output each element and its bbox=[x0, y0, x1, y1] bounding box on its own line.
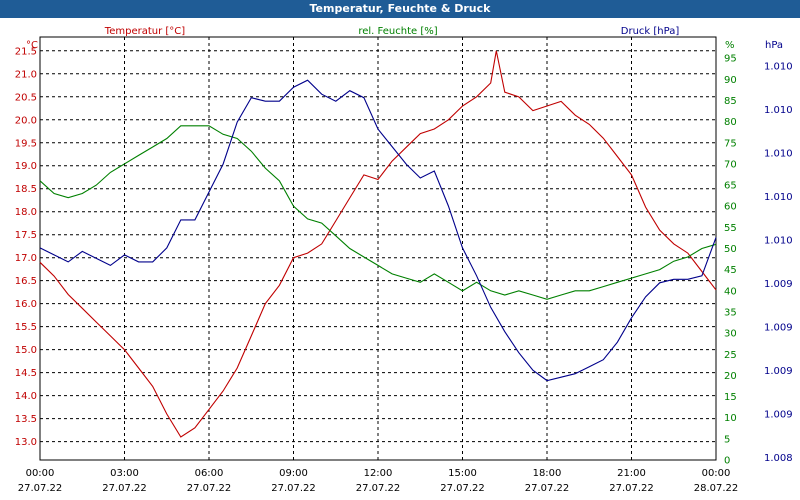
humidity-tick-label: 60 bbox=[724, 202, 737, 213]
pressure-tick-label: 1.009 bbox=[764, 323, 793, 334]
x-tick-date-label: 27.07.22 bbox=[271, 483, 316, 494]
humidity-tick-label: 40 bbox=[724, 286, 737, 297]
temperature-tick-label: 20.5 bbox=[15, 92, 37, 103]
temperature-axis-title: Temperatur [°C] bbox=[104, 26, 185, 37]
pressure-tick-label: 1.010 bbox=[764, 62, 793, 73]
x-tick-time-label: 12:00 bbox=[364, 468, 393, 479]
temperature-tick-label: 17.0 bbox=[15, 253, 37, 264]
x-tick-time-label: 00:00 bbox=[26, 468, 55, 479]
x-tick-date-label: 27.07.22 bbox=[102, 483, 147, 494]
temperature-tick-label: 15.5 bbox=[15, 322, 37, 333]
temperature-tick-label: 20.0 bbox=[15, 115, 37, 126]
humidity-tick-label: 10 bbox=[724, 413, 737, 424]
x-tick-time-label: 03:00 bbox=[110, 468, 139, 479]
humidity-tick-label: 20 bbox=[724, 371, 737, 382]
temperature-tick-label: 19.5 bbox=[15, 138, 37, 149]
humidity-tick-label: 95 bbox=[724, 54, 737, 65]
pressure-unit-label: hPa bbox=[765, 40, 783, 51]
temperature-tick-label: 18.0 bbox=[15, 207, 37, 218]
pressure-tick-label: 1.010 bbox=[764, 149, 793, 160]
humidity-tick-label: 75 bbox=[724, 138, 737, 149]
x-tick-date-label: 28.07.22 bbox=[694, 483, 739, 494]
x-tick-date-label: 27.07.22 bbox=[525, 483, 570, 494]
humidity-tick-label: 35 bbox=[724, 307, 737, 318]
temperature-tick-label: 14.5 bbox=[15, 368, 37, 379]
x-tick-date-label: 27.07.22 bbox=[356, 483, 401, 494]
pressure-tick-label: 1.009 bbox=[764, 366, 793, 377]
humidity-tick-label: 30 bbox=[724, 329, 737, 340]
pressure-tick-label: 1.010 bbox=[764, 192, 793, 203]
temperature-tick-label: 14.0 bbox=[15, 391, 37, 402]
pressure-tick-label: 1.009 bbox=[764, 410, 793, 421]
humidity-tick-label: 80 bbox=[724, 117, 737, 128]
pressure-tick-label: 1.010 bbox=[764, 105, 793, 116]
humidity-tick-label: 55 bbox=[724, 223, 737, 234]
x-tick-time-label: 18:00 bbox=[533, 468, 562, 479]
humidity-tick-label: 0 bbox=[724, 456, 730, 467]
pressure-series-line bbox=[39, 79, 717, 382]
temperature-tick-label: 13.5 bbox=[15, 414, 37, 425]
temperature-tick-label: 16.5 bbox=[15, 276, 37, 287]
x-tick-date-label: 27.07.22 bbox=[440, 483, 485, 494]
temperature-series-line bbox=[39, 50, 717, 438]
x-tick-time-label: 15:00 bbox=[448, 468, 477, 479]
humidity-tick-label: 15 bbox=[724, 392, 737, 403]
temperature-tick-label: 15.0 bbox=[15, 345, 37, 356]
humidity-tick-label: 50 bbox=[724, 244, 737, 255]
temperature-tick-label: 16.0 bbox=[15, 299, 37, 310]
humidity-series-line bbox=[39, 125, 717, 300]
humidity-tick-label: 65 bbox=[724, 181, 737, 192]
temperature-tick-label: 18.5 bbox=[15, 184, 37, 195]
temperature-unit-label: °C bbox=[26, 40, 38, 51]
humidity-tick-label: 5 bbox=[724, 434, 730, 445]
x-tick-time-label: 06:00 bbox=[195, 468, 224, 479]
humidity-tick-label: 85 bbox=[724, 96, 737, 107]
x-tick-time-label: 21:00 bbox=[617, 468, 646, 479]
x-tick-time-label: 00:00 bbox=[702, 468, 731, 479]
temperature-tick-label: 19.0 bbox=[15, 161, 37, 172]
x-tick-date-label: 27.07.22 bbox=[187, 483, 232, 494]
humidity-tick-label: 90 bbox=[724, 75, 737, 86]
temperature-tick-label: 13.0 bbox=[15, 437, 37, 448]
x-tick-time-label: 09:00 bbox=[279, 468, 308, 479]
pressure-tick-label: 1.008 bbox=[764, 453, 793, 464]
temperature-tick-label: 21.5 bbox=[15, 46, 37, 57]
humidity-axis-title: rel. Feuchte [%] bbox=[358, 26, 437, 37]
temperature-tick-label: 21.0 bbox=[15, 69, 37, 80]
x-tick-date-label: 27.07.22 bbox=[18, 483, 63, 494]
pressure-tick-label: 1.009 bbox=[764, 279, 793, 290]
temperature-tick-label: 17.5 bbox=[15, 230, 37, 241]
chart-title: Temperatur, Feuchte & Druck bbox=[0, 0, 800, 18]
pressure-tick-label: 1.010 bbox=[764, 236, 793, 247]
x-tick-date-label: 27.07.22 bbox=[609, 483, 654, 494]
humidity-unit-label: % bbox=[725, 40, 735, 51]
pressure-axis-title: Druck [hPa] bbox=[621, 26, 680, 37]
humidity-tick-label: 25 bbox=[724, 350, 737, 361]
humidity-tick-label: 45 bbox=[724, 265, 737, 276]
humidity-tick-label: 70 bbox=[724, 159, 737, 170]
